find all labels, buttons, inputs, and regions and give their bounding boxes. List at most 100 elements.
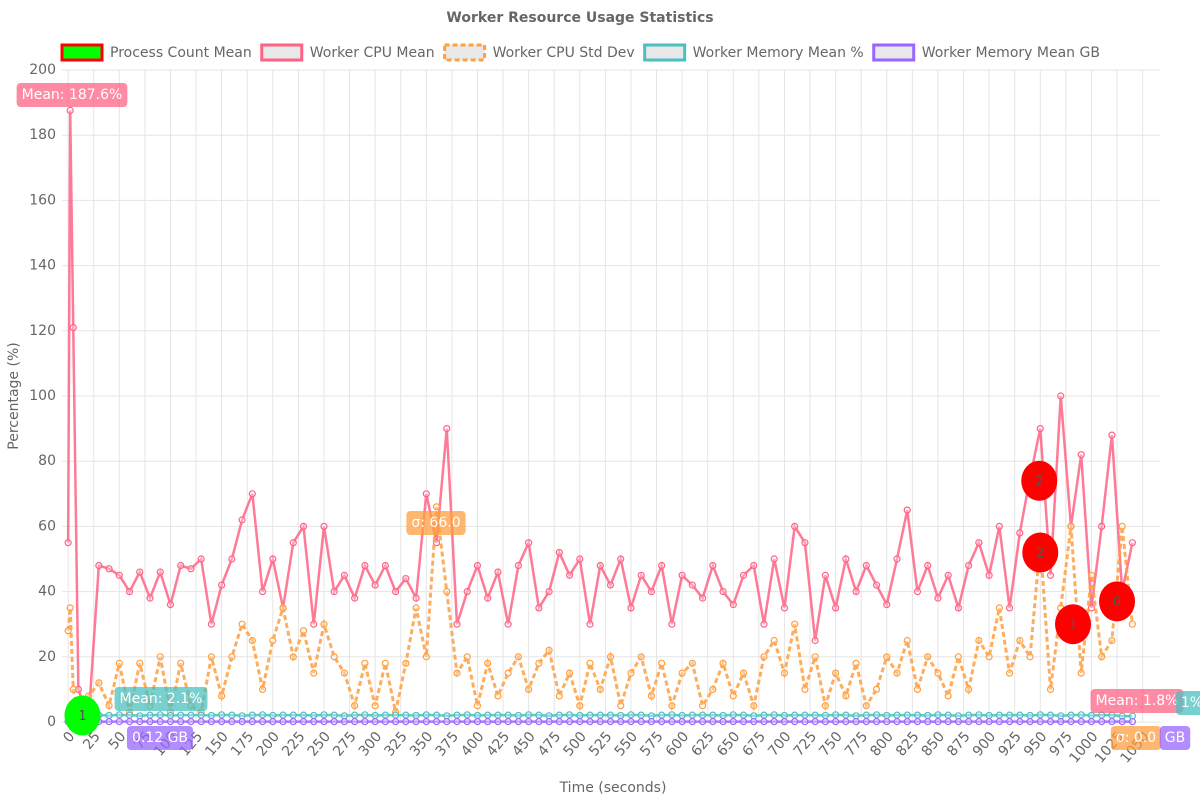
data-point (156, 568, 164, 576)
data-point (576, 718, 584, 726)
data-point (965, 718, 973, 726)
data-point (842, 555, 850, 563)
data-point (187, 718, 195, 726)
data-point (412, 594, 420, 602)
data-point (647, 718, 656, 726)
data-point (739, 669, 748, 677)
data-point (719, 718, 727, 726)
data-point (463, 653, 471, 661)
x-axis-title: Time (seconds) (559, 780, 667, 796)
legend-item: Worker CPU Mean (260, 43, 435, 62)
data-point (310, 718, 318, 726)
data-point (504, 669, 512, 677)
y-tick-label: 60 (38, 518, 56, 534)
data-point (1067, 718, 1075, 726)
data-point (862, 711, 870, 719)
x-tick-label: 700 (765, 729, 794, 760)
data-point (985, 653, 993, 661)
data-point (1128, 620, 1136, 628)
x-tick-label: 225 (279, 729, 308, 760)
x-tick-label: 400 (458, 729, 487, 760)
data-point (361, 718, 369, 726)
data-point (903, 506, 911, 514)
data-point (883, 711, 891, 720)
data-point (453, 718, 461, 726)
data-point (463, 718, 471, 726)
annotation-text: σ: 0.0 (1116, 730, 1156, 746)
series-line (66, 506, 1134, 717)
data-point (207, 620, 216, 628)
data-point (975, 636, 983, 645)
data-point (95, 561, 103, 570)
data-point (443, 712, 451, 720)
data-point (821, 718, 829, 726)
annotation-text: 0.12 GB (132, 730, 188, 746)
x-tick-label: 600 (663, 729, 692, 760)
data-point (74, 685, 82, 694)
data-point (965, 685, 973, 694)
data-point (893, 669, 901, 677)
annotation-text: Mean: 2.1% (120, 691, 203, 707)
data-point (596, 685, 604, 694)
data-point (238, 620, 246, 628)
data-point (1036, 711, 1044, 719)
data-point (340, 712, 349, 720)
data-point (565, 669, 574, 677)
bubble-label: 1 (78, 709, 86, 724)
data-point (269, 711, 277, 720)
data-point (1026, 653, 1034, 661)
legend-label: Worker Memory Mean GB (922, 45, 1100, 61)
data-point (156, 718, 164, 726)
data-point (207, 711, 216, 720)
data-point (883, 718, 891, 726)
data-point (995, 522, 1003, 531)
y-tick-label: 160 (29, 192, 56, 208)
data-point (780, 604, 789, 612)
data-point (299, 522, 308, 531)
data-point (617, 555, 625, 563)
data-point (811, 718, 819, 726)
data-point (944, 692, 952, 700)
data-point (811, 711, 819, 719)
x-tick-label: 375 (433, 729, 462, 760)
data-point (627, 711, 635, 719)
data-point (821, 702, 829, 710)
annotation-box (1090, 689, 1184, 713)
data-point (1077, 718, 1085, 726)
data-point (832, 718, 840, 726)
data-point (678, 711, 686, 720)
y-tick-label: 100 (29, 388, 56, 404)
data-point (576, 702, 584, 710)
data-point (351, 718, 359, 726)
data-point (238, 718, 246, 726)
data-point (668, 620, 676, 628)
data-point (596, 711, 604, 719)
data-point (228, 711, 236, 719)
data-point (729, 692, 737, 700)
y-tick-label: 200 (29, 62, 56, 78)
data-point (545, 718, 553, 726)
legend-swatch (443, 43, 487, 62)
data-point (473, 702, 482, 710)
data-point (770, 636, 778, 645)
data-point (453, 620, 461, 628)
annotation-text: Mean: 1.8% (1096, 693, 1179, 709)
x-tick-label: 350 (407, 729, 436, 760)
data-point (66, 604, 74, 612)
data-point (883, 601, 891, 609)
data-point (443, 587, 451, 596)
data-point (852, 659, 860, 667)
data-point (1098, 522, 1106, 531)
data-point (606, 653, 615, 661)
data-point (627, 604, 635, 612)
annotation: 0.12 GB (126, 726, 194, 750)
data-point (709, 561, 717, 570)
data-point (647, 692, 656, 700)
data-point (177, 659, 185, 667)
annotation: GB (1159, 726, 1191, 750)
data-point (115, 571, 123, 579)
data-point (64, 627, 72, 635)
bubble-label: 1 (1069, 618, 1077, 633)
data-point (832, 711, 840, 719)
data-point (238, 516, 246, 524)
